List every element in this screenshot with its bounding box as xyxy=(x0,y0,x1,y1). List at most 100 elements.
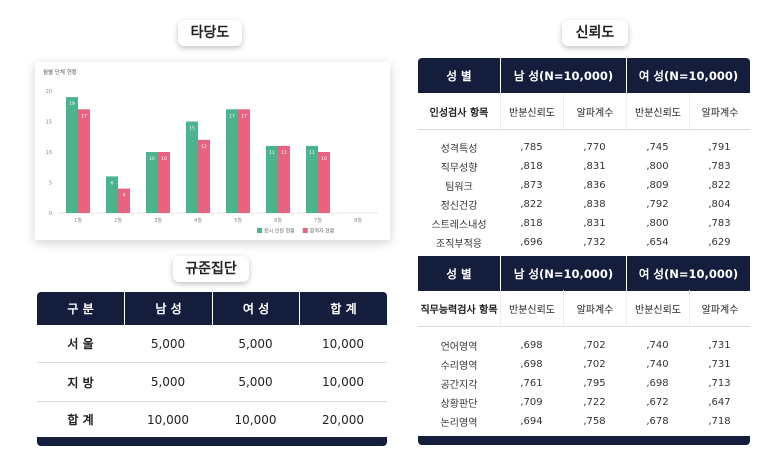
table-cell: ,783 xyxy=(708,217,731,229)
legend-label: 합격자 현황 xyxy=(310,228,335,235)
table-cell: 10,000 xyxy=(299,363,387,402)
legend-swatch xyxy=(302,228,308,233)
y-tick-label: 15 xyxy=(46,120,52,126)
x-tick-label: 6월 xyxy=(274,217,282,224)
table-cell: ,838 xyxy=(583,198,606,210)
table-cell: ,629 xyxy=(708,236,731,248)
table-cell: 논리영역 xyxy=(440,417,478,429)
table-cell: ,702 xyxy=(583,358,606,370)
header-cell: 성 별 xyxy=(418,256,500,291)
x-tick-label: 7월 xyxy=(314,217,322,224)
table-cell: ,672 xyxy=(646,396,669,408)
table-cell: ,654 xyxy=(646,236,669,248)
bar xyxy=(158,152,170,213)
chart-title: 월별 단체 현황 xyxy=(43,68,77,76)
table-cell: 서 울 xyxy=(37,325,124,363)
table-cell: ,822 xyxy=(520,198,543,210)
table-cell: ,804 xyxy=(708,198,731,210)
header-cell: 성 별 xyxy=(418,58,500,93)
header-cell: 여 성 xyxy=(213,292,299,325)
y-tick-label: 20 xyxy=(46,89,52,95)
table-cell: ,873 xyxy=(520,179,543,191)
table-cell: ,647 xyxy=(708,396,731,408)
bar xyxy=(198,139,210,213)
bar-value-label: 6 xyxy=(111,180,114,186)
bar xyxy=(226,109,238,213)
legend-swatch xyxy=(257,228,262,233)
table-cell: ,698 xyxy=(520,358,543,370)
subheader-cell: 반분신뢰도 xyxy=(500,93,563,130)
bar-value-label: 10 xyxy=(161,156,167,162)
table-cell: ,698 xyxy=(646,377,669,389)
bar-value-label: 11 xyxy=(281,150,287,156)
bar-value-label: 19 xyxy=(69,101,75,107)
subheader-cell: 인성검사 항목 xyxy=(418,93,500,130)
x-tick-label: 1월 xyxy=(74,217,82,224)
x-tick-label: 4월 xyxy=(194,217,202,224)
table-cell: ,818 xyxy=(520,217,543,229)
bar-value-label: 11 xyxy=(269,150,275,156)
bar xyxy=(266,145,278,213)
table-cell: ,698 xyxy=(520,339,543,351)
table-cell: ,696 xyxy=(520,236,543,248)
subheader-cell: 반분신뢰도 xyxy=(500,290,563,327)
table-cell: ,831 xyxy=(583,217,606,229)
subheader-cell: 알파계수 xyxy=(689,290,750,327)
table-cell: 스트레스내성 xyxy=(431,219,487,231)
header-cell: 남 성(N=10,000) xyxy=(501,256,626,291)
table-cell: ,822 xyxy=(708,179,731,191)
table-cell: 합 계 xyxy=(67,413,94,427)
x-tick-label: 2월 xyxy=(114,217,122,224)
bar-value-label: 15 xyxy=(189,126,195,132)
x-tick-label: 3월 xyxy=(154,217,162,224)
table-cell: ,785 xyxy=(520,141,543,153)
table-cell: ,702 xyxy=(583,339,606,351)
table-cell: 지 방 xyxy=(37,363,124,402)
table-cell: 공간지각 xyxy=(440,379,478,391)
subheader-cell: 반분신뢰도 xyxy=(626,93,689,130)
table-cell: ,761 xyxy=(520,377,543,389)
subheader-cell: 알파계수 xyxy=(563,290,626,327)
table-cell: 수리영역 xyxy=(440,360,478,372)
chart-card: 월별 단체 현황 0 5 10 15 20 1월 19 17 2월 6 4 3월 10 10 4월 15 12 5월… xyxy=(35,62,390,240)
bar xyxy=(146,152,158,213)
bar xyxy=(306,145,318,213)
table-cell: ,818 xyxy=(520,160,543,172)
table-cell: ,740 xyxy=(646,358,669,370)
table-cell: ,800 xyxy=(646,217,669,229)
bar-value-label: 10 xyxy=(321,156,327,162)
bar xyxy=(186,121,198,213)
table-cell: 팀워크 xyxy=(445,181,473,193)
header-cell: 여 성(N=10,000) xyxy=(627,58,750,93)
section-label: 신뢰도 xyxy=(562,20,628,46)
table-cell: ,809 xyxy=(646,179,669,191)
table-cell: 5,000 xyxy=(212,325,299,363)
table-cell: 10,000 xyxy=(234,412,277,427)
table-cell: ,770 xyxy=(583,141,606,153)
table-cell: 직무성향 xyxy=(440,162,478,174)
table-cell: ,713 xyxy=(708,377,731,389)
table-cell: ,831 xyxy=(583,160,606,172)
table-cell: ,783 xyxy=(708,160,731,172)
table-cell: ,731 xyxy=(708,339,731,351)
header-cell: 합 계 xyxy=(300,292,387,325)
bar-value-label: 12 xyxy=(201,144,207,150)
table-cell: ,792 xyxy=(646,198,669,210)
subheader-cell: 알파계수 xyxy=(563,93,626,130)
table-cell: 성격특성 xyxy=(440,143,478,155)
bar xyxy=(106,176,118,213)
table-cell: ,718 xyxy=(708,415,731,427)
header-cell: 구 분 xyxy=(37,292,124,325)
section-label: 규준집단 xyxy=(173,256,249,282)
subheader-cell: 알파계수 xyxy=(689,93,750,130)
bar xyxy=(278,145,290,213)
table-cell: 언어영역 xyxy=(440,341,478,353)
table-cell: ,800 xyxy=(646,160,669,172)
table-cell: 정신건강 xyxy=(440,200,478,212)
y-tick-label: 5 xyxy=(49,181,52,187)
table-cell: 5,000 xyxy=(124,325,212,363)
table-cell: 10,000 xyxy=(147,412,189,427)
bar-value-label: 17 xyxy=(81,113,87,119)
bar-value-label: 17 xyxy=(229,113,235,119)
